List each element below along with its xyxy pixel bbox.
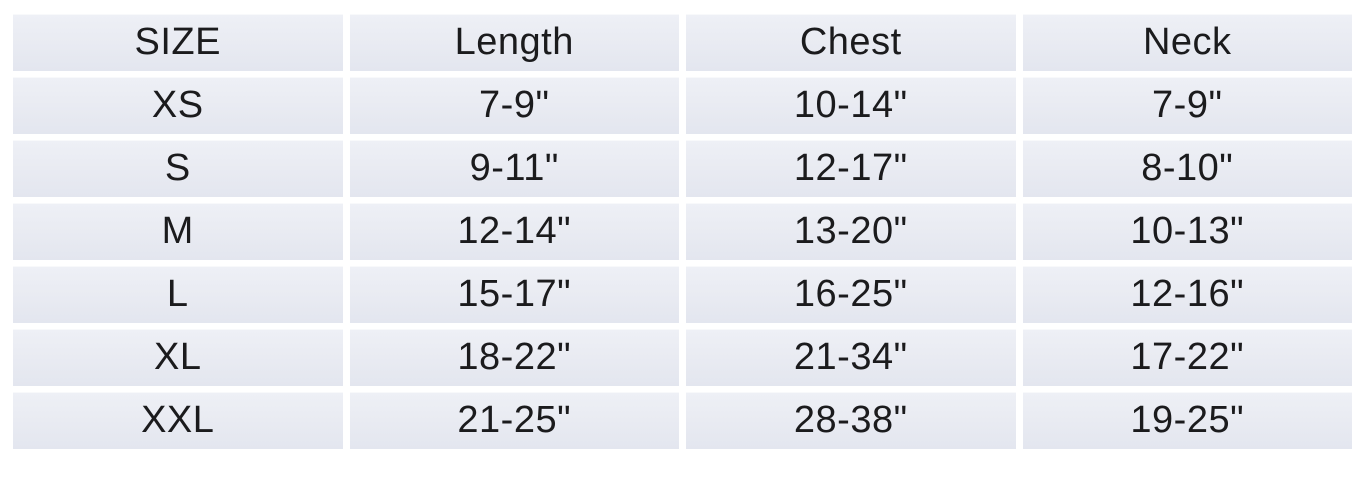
- column-header-length: Length: [349, 14, 679, 71]
- measurement-cell: 21-25": [349, 392, 679, 449]
- measurement-cell: 18-22": [349, 329, 679, 386]
- measurement-cell: 9-11": [349, 140, 679, 197]
- measurement-cell: 28-38": [686, 392, 1016, 449]
- size-cell: XL: [13, 329, 343, 386]
- measurement-cell: 8-10": [1022, 140, 1352, 197]
- measurement-cell: 10-13": [1022, 203, 1352, 260]
- measurement-cell: 17-22": [1022, 329, 1352, 386]
- table-row: M 12-14" 13-20" 10-13": [13, 203, 1352, 260]
- measurement-cell: 7-9": [1022, 77, 1352, 134]
- table-row: XS 7-9" 10-14" 7-9": [13, 77, 1352, 134]
- header-row: SIZE Length Chest Neck: [13, 14, 1352, 71]
- table-row: S 9-11" 12-17" 8-10": [13, 140, 1352, 197]
- size-cell: XXL: [13, 392, 343, 449]
- measurement-cell: 21-34": [686, 329, 1016, 386]
- column-header-size: SIZE: [13, 14, 343, 71]
- measurement-cell: 12-16": [1022, 266, 1352, 323]
- measurement-cell: 15-17": [349, 266, 679, 323]
- measurement-cell: 13-20": [686, 203, 1016, 260]
- measurement-cell: 7-9": [349, 77, 679, 134]
- measurement-cell: 16-25": [686, 266, 1016, 323]
- size-cell: S: [13, 140, 343, 197]
- measurement-cell: 12-17": [686, 140, 1016, 197]
- size-chart-body: XS 7-9" 10-14" 7-9" S 9-11" 12-17" 8-10" M 12-14"…: [13, 77, 1352, 449]
- column-header-neck: Neck: [1022, 14, 1352, 71]
- measurement-cell: 10-14": [686, 77, 1016, 134]
- measurement-cell: 19-25": [1022, 392, 1352, 449]
- size-chart-table: SIZE Length Chest Neck XS 7-9" 10-14" 7-9" S 9-1…: [6, 8, 1359, 455]
- table-row: XL 18-22" 21-34" 17-22": [13, 329, 1352, 386]
- size-cell: L: [13, 266, 343, 323]
- size-cell: M: [13, 203, 343, 260]
- table-row: XXL 21-25" 28-38" 19-25": [13, 392, 1352, 449]
- table-row: L 15-17" 16-25" 12-16": [13, 266, 1352, 323]
- measurement-cell: 12-14": [349, 203, 679, 260]
- column-header-chest: Chest: [686, 14, 1016, 71]
- size-chart-header: SIZE Length Chest Neck: [13, 14, 1352, 71]
- size-cell: XS: [13, 77, 343, 134]
